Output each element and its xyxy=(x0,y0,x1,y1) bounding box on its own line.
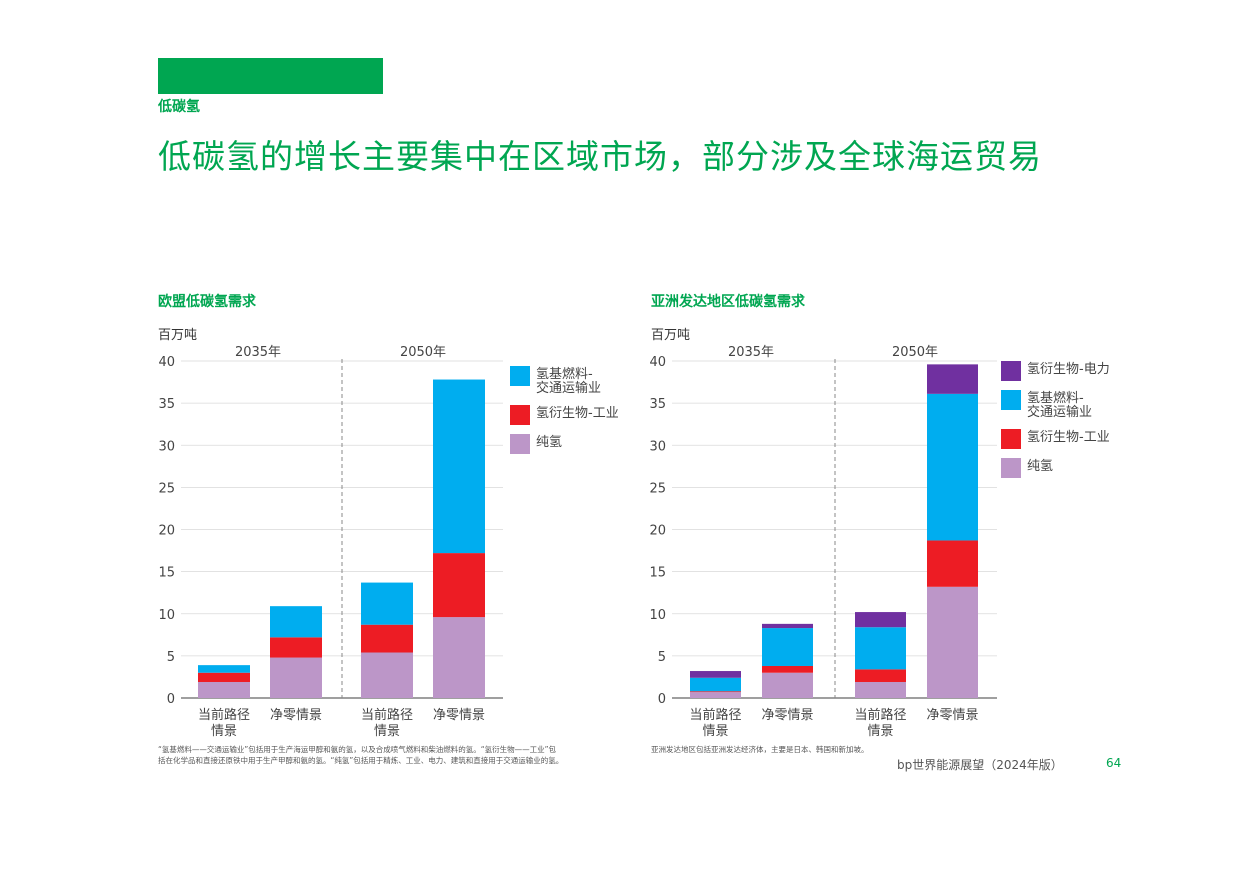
asia-bar-segment-0 xyxy=(927,586,978,698)
eu-y-tick-label: 0 xyxy=(167,692,175,707)
eu-legend-item: 氢衍生物-工业 xyxy=(510,405,619,425)
asia-y-tick-label: 15 xyxy=(649,566,666,581)
asia-legend-item: 纯氢 xyxy=(1001,458,1110,478)
eu-bar-segment-2 xyxy=(198,665,250,673)
legend-label: 纯氢 xyxy=(536,435,563,450)
asia-y-tick-label: 5 xyxy=(658,650,666,665)
legend-label: 氢基燃料- 交通运输业 xyxy=(1027,391,1093,420)
legend-label: 氢衍生物-工业 xyxy=(1027,430,1110,445)
asia-bar-segment-1 xyxy=(762,665,813,673)
section-label: 低碳氢 xyxy=(158,99,200,115)
eu-y-tick-label: 25 xyxy=(158,481,175,496)
eu-y-tick-label: 10 xyxy=(158,608,175,623)
footer-brand: bp世界能源展望（2024年版） xyxy=(897,758,1063,772)
eu-y-tick-label: 35 xyxy=(158,397,175,412)
eu-category-label: 当前路径情景 xyxy=(361,707,413,739)
eu-y-tick-label: 15 xyxy=(158,566,175,581)
asia-category-label: 当前路径情景 xyxy=(689,707,741,739)
legend-swatch xyxy=(510,366,530,386)
asia-y-tick-label: 40 xyxy=(649,355,666,370)
asia-bar-segment-2 xyxy=(762,628,813,666)
eu-y-tick-label: 5 xyxy=(167,650,175,665)
legend-swatch xyxy=(510,434,530,454)
asia-legend-item: 氢衍生物-电力 xyxy=(1001,361,1110,381)
eu-bar-segment-0 xyxy=(198,681,250,698)
legend-swatch xyxy=(1001,390,1021,410)
eu-bar-segment-0 xyxy=(361,652,413,698)
eu-bar-segment-1 xyxy=(361,624,413,653)
eu-bar-segment-2 xyxy=(270,606,322,638)
legend-swatch xyxy=(1001,429,1021,449)
asia-category-label: 当前路径情景 xyxy=(854,707,906,739)
eu-category-label: 净零情景 xyxy=(433,708,485,723)
asia-group-label: 2035年 xyxy=(728,345,774,360)
legend-label: 氢衍生物-电力 xyxy=(1027,362,1110,377)
asia-chart-footnote: 亚洲发达地区包括亚洲发达经济体，主要是日本、韩国和新加坡。 xyxy=(651,745,869,754)
asia-category-label: 净零情景 xyxy=(761,708,813,723)
asia-y-tick-label: 0 xyxy=(658,692,666,707)
asia-bar-segment-0 xyxy=(762,672,813,698)
eu-y-tick-label: 20 xyxy=(158,524,175,539)
page-number: 64 xyxy=(1106,756,1122,770)
asia-bar-segment-1 xyxy=(927,540,978,587)
legend-label: 氢基燃料- 交通运输业 xyxy=(536,367,602,396)
asia-legend-item: 氢衍生物-工业 xyxy=(1001,429,1110,449)
page-headline: 低碳氢的增长主要集中在区域市场，部分涉及全球海运贸易 xyxy=(158,137,1042,176)
asia-bar-segment-3 xyxy=(855,612,906,628)
eu-category-label: 净零情景 xyxy=(270,708,322,723)
asia-bar-segment-3 xyxy=(690,671,741,678)
asia-y-tick-label: 20 xyxy=(649,524,666,539)
eu-bar-segment-1 xyxy=(198,672,250,682)
eu-chart-footnote: “氢基燃料——交通运输业”包括用于生产海运甲醇和氨的氢，以及合成喷气燃料和柴油燃… xyxy=(158,745,564,765)
eu-bar-segment-1 xyxy=(270,637,322,658)
asia-y-tick-label: 25 xyxy=(649,481,666,496)
legend-swatch xyxy=(1001,458,1021,478)
eu-legend-item: 氢基燃料- 交通运输业 xyxy=(510,366,619,396)
eu-y-tick-label: 30 xyxy=(158,439,175,454)
eu-legend-item: 纯氢 xyxy=(510,434,619,454)
asia-y-tick-label: 35 xyxy=(649,397,666,412)
section-color-bar xyxy=(158,58,383,94)
asia-bar-segment-2 xyxy=(927,393,978,541)
eu-chart-legend: 氢基燃料- 交通运输业氢衍生物-工业 纯氢 xyxy=(510,366,619,463)
asia-chart-unit: 百万吨 xyxy=(651,328,691,343)
asia-bar-segment-3 xyxy=(927,364,978,394)
asia-chart-legend: 氢衍生物-电力氢基燃料- 交通运输业氢衍生物-工业 纯氢 xyxy=(1001,361,1110,487)
asia-chart-title: 亚洲发达地区低碳氢需求 xyxy=(651,294,805,310)
legend-label: 纯氢 xyxy=(1027,459,1054,474)
eu-bar-segment-0 xyxy=(270,657,322,698)
eu-chart-unit: 百万吨 xyxy=(158,328,198,343)
asia-bar-segment-1 xyxy=(690,691,741,693)
asia-y-tick-label: 10 xyxy=(649,608,666,623)
eu-bar-segment-2 xyxy=(361,582,413,625)
asia-bar-segment-1 xyxy=(855,669,906,682)
asia-bar-segment-2 xyxy=(855,627,906,670)
eu-chart-title: 欧盟低碳氢需求 xyxy=(158,294,256,310)
asia-bar-segment-0 xyxy=(855,681,906,698)
eu-y-tick-label: 40 xyxy=(158,355,175,370)
asia-group-label: 2050年 xyxy=(892,345,938,360)
eu-group-label: 2035年 xyxy=(235,345,281,360)
asia-bar-segment-0 xyxy=(690,692,741,698)
legend-label: 氢衍生物-工业 xyxy=(536,406,619,421)
asia-bar-segment-3 xyxy=(762,623,813,629)
asia-legend-item: 氢基燃料- 交通运输业 xyxy=(1001,390,1110,420)
asia-category-label: 净零情景 xyxy=(926,708,978,723)
eu-bar-segment-1 xyxy=(433,553,485,618)
legend-swatch xyxy=(510,405,530,425)
eu-bar-segment-0 xyxy=(433,617,485,698)
asia-bar-segment-2 xyxy=(690,677,741,692)
eu-category-label: 当前路径情景 xyxy=(198,707,250,739)
eu-bar-segment-2 xyxy=(433,379,485,554)
asia-y-tick-label: 30 xyxy=(649,439,666,454)
legend-swatch xyxy=(1001,361,1021,381)
eu-group-label: 2050年 xyxy=(400,345,446,360)
